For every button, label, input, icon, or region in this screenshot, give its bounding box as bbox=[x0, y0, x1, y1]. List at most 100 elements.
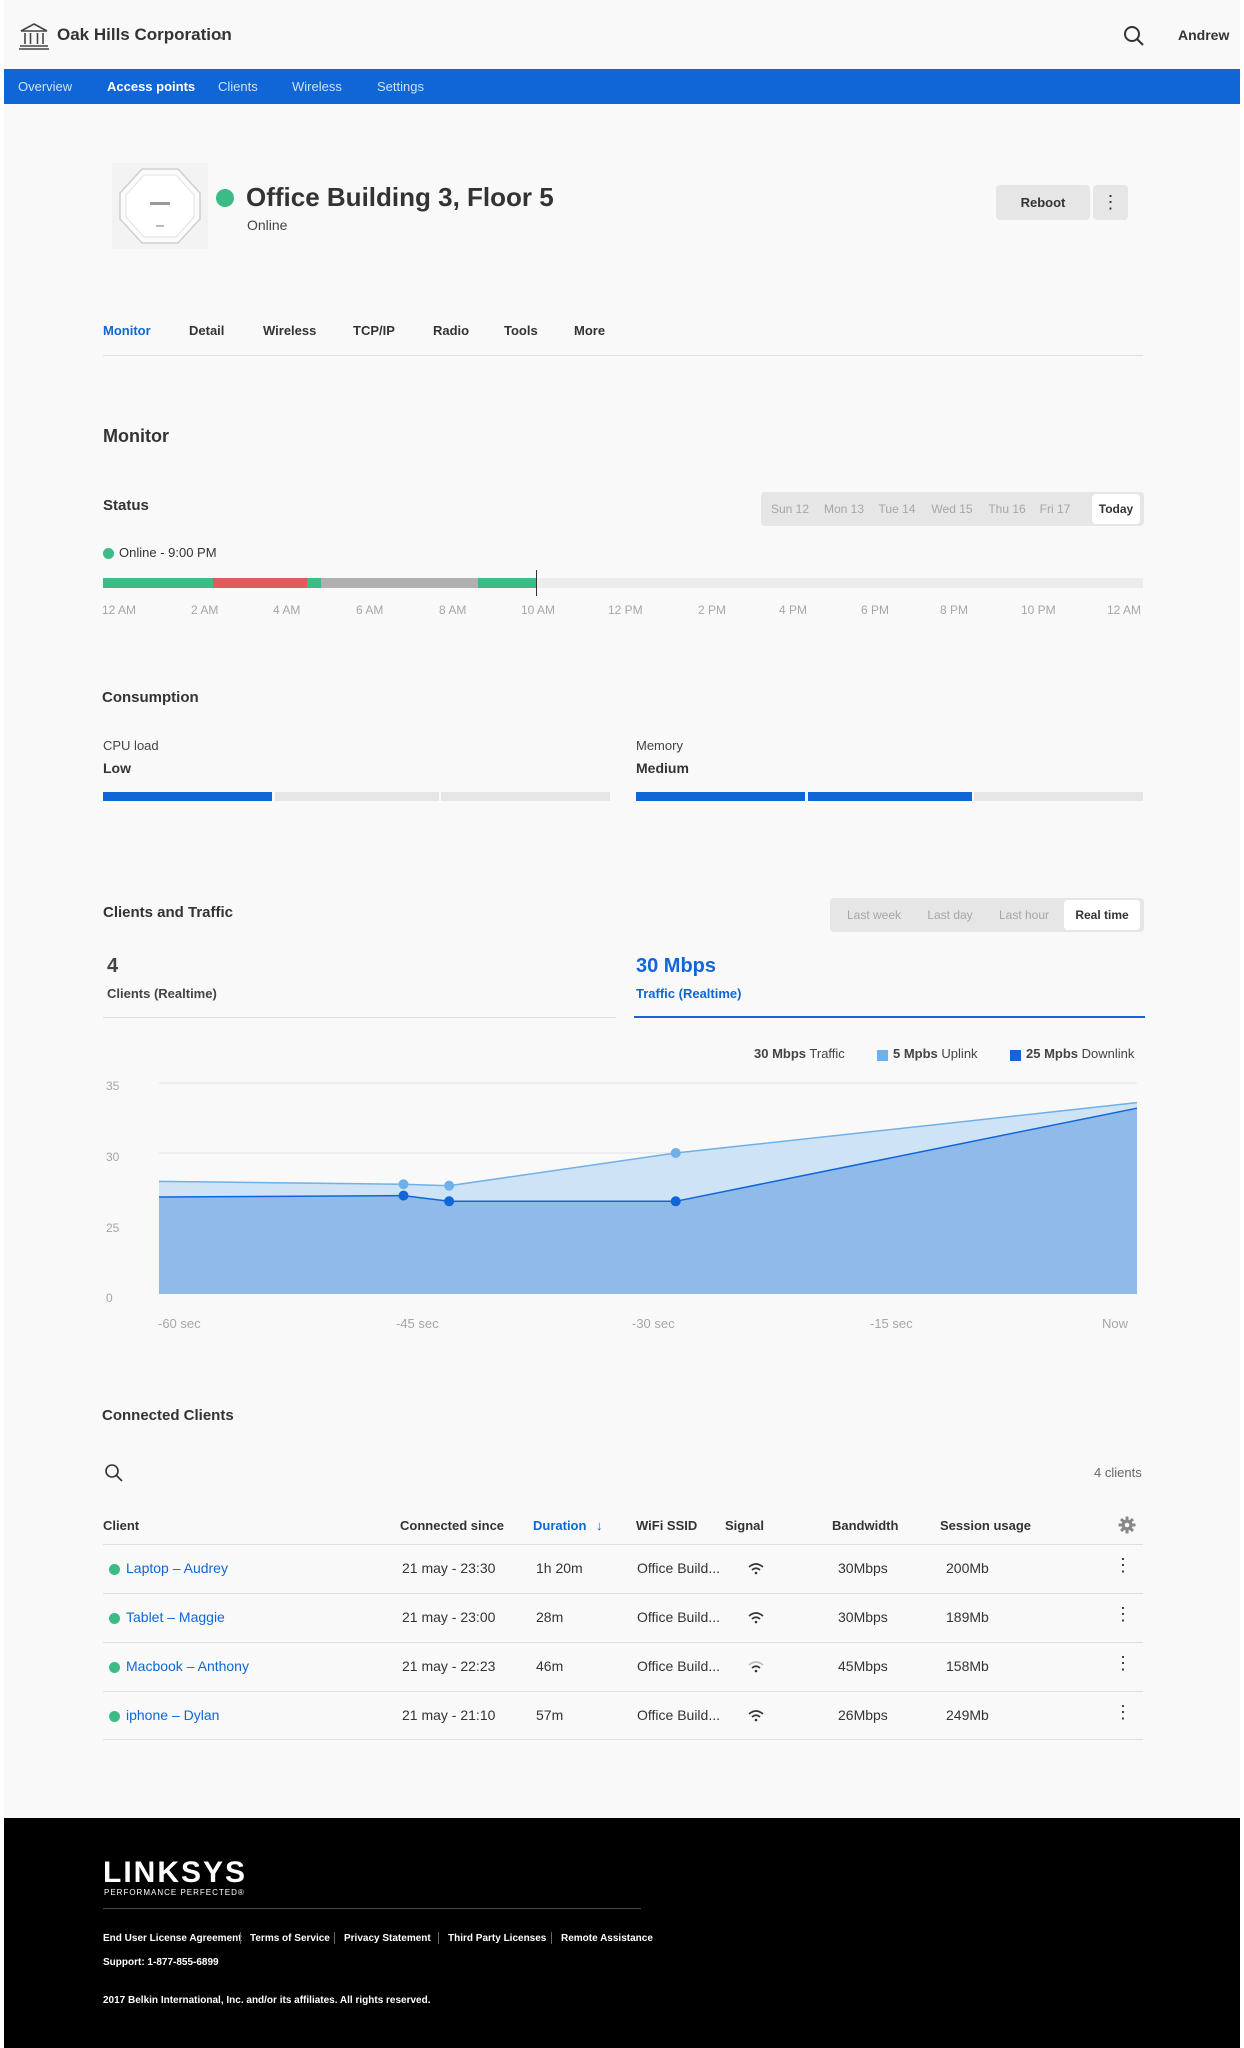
nav-wireless[interactable]: Wireless bbox=[292, 79, 342, 94]
tab-radio[interactable]: Radio bbox=[433, 323, 470, 338]
memory-bar-segment bbox=[808, 792, 972, 801]
traffic-value[interactable]: 30 Mbps bbox=[636, 955, 717, 977]
column-signal[interactable]: Signal bbox=[725, 1518, 765, 1533]
main-nav: Overview Access points Clients Wireless … bbox=[4, 69, 1240, 104]
downlink-point bbox=[444, 1196, 455, 1207]
building-icon bbox=[19, 23, 49, 50]
footer-divider bbox=[103, 1908, 641, 1909]
footer-separator bbox=[334, 1932, 335, 1944]
range-option[interactable]: Last day bbox=[927, 908, 973, 922]
gear-icon[interactable] bbox=[1118, 1516, 1136, 1534]
range-option-realtime[interactable]: Real time bbox=[1064, 900, 1140, 930]
nav-clients[interactable]: Clients bbox=[218, 79, 258, 94]
legend-uplink-swatch bbox=[877, 1050, 888, 1061]
table-row[interactable]: iphone – Dylan 21 may - 21:10 57m Office… bbox=[103, 1691, 1143, 1740]
day-option[interactable]: Thu 16 bbox=[988, 502, 1026, 516]
bandwidth-value: 30Mbps bbox=[838, 1609, 888, 1625]
timeline-online-segment bbox=[307, 578, 321, 588]
clients-label[interactable]: Clients (Realtime) bbox=[107, 986, 217, 1001]
footer-link-privacy[interactable]: Privacy Statement bbox=[344, 1933, 431, 1944]
sort-arrow-icon[interactable]: ↓ bbox=[596, 1518, 603, 1533]
traffic-label[interactable]: Traffic (Realtime) bbox=[636, 986, 742, 1001]
tab-monitor[interactable]: Monitor bbox=[103, 323, 151, 338]
downlink-point bbox=[670, 1196, 681, 1207]
client-name-link[interactable]: Laptop – Audrey bbox=[126, 1560, 228, 1576]
search-icon[interactable] bbox=[1122, 24, 1146, 48]
row-more-icon[interactable]: ⋮ bbox=[1114, 1653, 1132, 1673]
range-option[interactable]: Last week bbox=[846, 908, 902, 922]
day-option[interactable]: Mon 13 bbox=[823, 502, 865, 516]
app-frame: Oak Hills Corporation ⌄ Andrew Overview … bbox=[4, 0, 1240, 2048]
client-name-link[interactable]: Macbook – Anthony bbox=[126, 1658, 249, 1674]
footer-link-third-party[interactable]: Third Party Licenses bbox=[448, 1933, 547, 1944]
column-session-usage[interactable]: Session usage bbox=[940, 1518, 1032, 1533]
day-option[interactable]: Fri 17 bbox=[1039, 502, 1071, 516]
client-name-link[interactable]: iphone – Dylan bbox=[126, 1707, 220, 1723]
nav-access-points[interactable]: Access points bbox=[107, 79, 196, 94]
x-axis-label: -30 sec bbox=[632, 1316, 675, 1331]
clients-count-text: 4 clients bbox=[1094, 1465, 1142, 1480]
tab-detail[interactable]: Detail bbox=[189, 323, 225, 338]
more-options-icon[interactable]: ⋮ bbox=[1093, 185, 1128, 220]
clients-traffic-heading: Clients and Traffic bbox=[103, 904, 234, 921]
footer-link-remote-assistance[interactable]: Remote Assistance bbox=[561, 1933, 653, 1944]
footer-separator bbox=[551, 1932, 552, 1944]
table-row[interactable]: Laptop – Audrey 21 may - 23:30 1h 20m Of… bbox=[103, 1544, 1143, 1593]
range-option[interactable]: Last hour bbox=[998, 908, 1050, 922]
session-usage-value: 249Mb bbox=[946, 1707, 989, 1723]
org-name[interactable]: Oak Hills Corporation bbox=[57, 25, 232, 44]
session-usage-value: 158Mb bbox=[946, 1658, 989, 1674]
footer-link-terms[interactable]: Terms of Service bbox=[250, 1933, 330, 1944]
table-row[interactable]: Macbook – Anthony 21 may - 22:23 46m Off… bbox=[103, 1642, 1143, 1691]
chevron-down-icon[interactable]: ⌄ bbox=[216, 27, 227, 42]
timeline-offline-segment bbox=[213, 578, 307, 588]
memory-bar-segment bbox=[974, 792, 1143, 801]
nav-overview[interactable]: Overview bbox=[18, 79, 73, 94]
tab-tcpip[interactable]: TCP/IP bbox=[353, 323, 395, 338]
duration-value: 46m bbox=[536, 1658, 564, 1674]
tab-more[interactable]: More bbox=[574, 323, 606, 338]
tab-wireless[interactable]: Wireless bbox=[263, 323, 317, 338]
reboot-button[interactable]: Reboot bbox=[996, 185, 1090, 220]
column-bandwidth[interactable]: Bandwidth bbox=[832, 1518, 899, 1533]
duration-value: 1h 20m bbox=[536, 1560, 583, 1576]
footer-link-eula[interactable]: End User License Agreement bbox=[103, 1933, 242, 1944]
column-connected-since[interactable]: Connected since bbox=[400, 1518, 505, 1533]
day-option[interactable]: Sun 12 bbox=[770, 502, 810, 516]
connected-since-value: 21 may - 23:00 bbox=[402, 1609, 496, 1625]
search-icon[interactable] bbox=[104, 1463, 124, 1483]
traffic-chart bbox=[158, 1082, 1138, 1294]
day-option[interactable]: Tue 14 bbox=[878, 502, 916, 516]
cpu-load-label: CPU load bbox=[103, 738, 159, 753]
column-wifi-ssid[interactable]: WiFi SSID bbox=[636, 1518, 698, 1533]
nav-settings[interactable]: Settings bbox=[377, 79, 424, 94]
linksys-logo: LINKSYS bbox=[103, 1856, 248, 1889]
wifi-signal-icon bbox=[748, 1710, 764, 1722]
column-client[interactable]: Client bbox=[103, 1518, 140, 1533]
table-row[interactable]: Tablet – Maggie 21 may - 23:00 28m Offic… bbox=[103, 1593, 1143, 1642]
downlink-area bbox=[159, 1108, 1137, 1294]
ssid-value: Office Build... bbox=[637, 1560, 721, 1576]
range-selector: Last week Last day Last hour Real time bbox=[830, 898, 1144, 932]
timeline-label: 10 PM bbox=[1021, 603, 1056, 617]
status-heading: Status bbox=[103, 497, 149, 514]
tab-tools[interactable]: Tools bbox=[504, 323, 538, 338]
column-duration[interactable]: Duration bbox=[533, 1518, 587, 1533]
row-more-icon[interactable]: ⋮ bbox=[1114, 1604, 1132, 1624]
day-option[interactable]: Wed 15 bbox=[931, 502, 973, 516]
y-axis-label: 35 bbox=[106, 1079, 120, 1093]
timeline-label: 2 PM bbox=[698, 603, 727, 617]
client-status-dot bbox=[109, 1613, 120, 1624]
clients-count[interactable]: 4 bbox=[107, 955, 119, 977]
memory-label: Memory bbox=[636, 738, 683, 753]
day-option-today[interactable]: Today bbox=[1092, 494, 1140, 524]
bandwidth-value: 26Mbps bbox=[838, 1707, 888, 1723]
timeline-online-segment bbox=[478, 578, 536, 588]
row-more-icon[interactable]: ⋮ bbox=[1114, 1555, 1132, 1575]
cpu-bar-segment bbox=[441, 792, 610, 801]
online-status-dot bbox=[216, 189, 234, 207]
client-name-link[interactable]: Tablet – Maggie bbox=[126, 1609, 225, 1625]
user-menu[interactable]: Andrew bbox=[1178, 27, 1230, 43]
row-more-icon[interactable]: ⋮ bbox=[1114, 1702, 1132, 1722]
support-phone: Support: 1-877-855-6899 bbox=[103, 1957, 219, 1968]
